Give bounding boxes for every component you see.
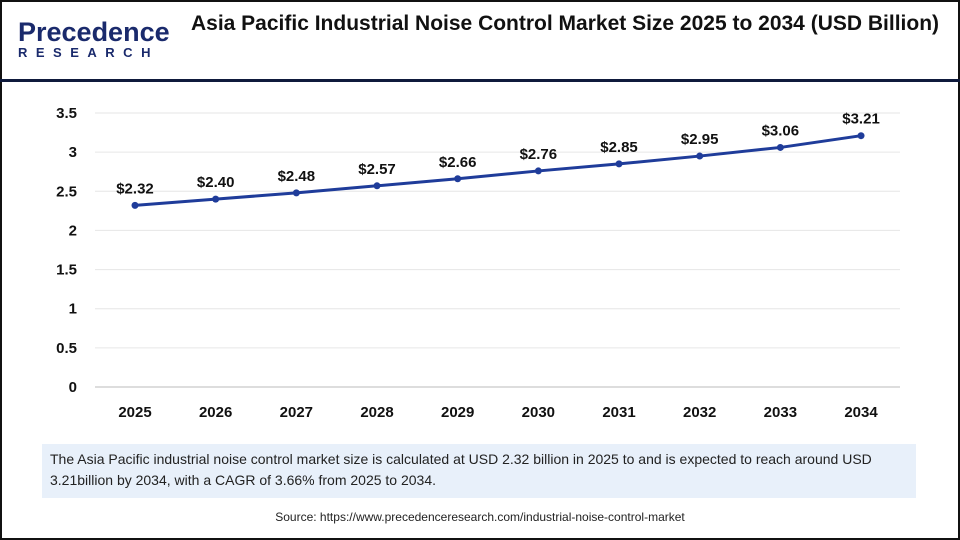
x-tick-label: 2034 <box>844 404 878 421</box>
x-tick-label: 2027 <box>280 404 313 421</box>
logo-line2: RESEARCH <box>18 45 159 60</box>
data-label: $2.85 <box>600 139 638 156</box>
data-point <box>292 189 300 197</box>
series-line <box>134 134 862 207</box>
data-label: $2.66 <box>439 154 477 171</box>
y-tick-label: 0.5 <box>56 340 77 357</box>
x-tick-label: 2031 <box>602 404 635 421</box>
data-point <box>776 143 784 151</box>
data-point <box>534 167 542 175</box>
y-tick-label: 1 <box>69 301 77 318</box>
data-point <box>131 201 139 209</box>
logo-line1: Precedence <box>18 17 170 47</box>
x-tick-label: 2029 <box>441 404 474 421</box>
y-tick-label: 3 <box>69 144 77 161</box>
data-point <box>857 132 865 140</box>
x-tick-label: 2026 <box>199 404 232 421</box>
y-tick-label: 0 <box>69 379 77 396</box>
chart-title: Asia Pacific Industrial Noise Control Ma… <box>190 12 940 35</box>
data-label: $2.48 <box>278 168 316 185</box>
data-point <box>373 182 381 190</box>
data-point <box>212 195 220 203</box>
y-tick-label: 1.5 <box>56 262 77 279</box>
x-tick-label: 2032 <box>683 404 716 421</box>
data-label: $3.21 <box>842 111 880 128</box>
data-label: $2.40 <box>197 174 235 191</box>
data-label: $2.95 <box>681 131 719 148</box>
header-divider <box>0 79 960 82</box>
y-tick-label: 2.5 <box>56 183 77 200</box>
data-point <box>615 160 623 168</box>
data-label: $2.76 <box>520 146 558 163</box>
data-label: $2.57 <box>358 161 396 178</box>
x-tick-label: 2030 <box>522 404 555 421</box>
summary-note: The Asia Pacific industrial noise contro… <box>42 444 916 498</box>
logo: Precedence RESEARCH <box>18 17 170 60</box>
data-point <box>454 175 462 183</box>
data-label: $3.06 <box>762 122 800 139</box>
x-tick-label: 2025 <box>118 404 151 421</box>
y-tick-label: 2 <box>69 222 77 239</box>
y-tick-label: 3.5 <box>56 105 77 122</box>
x-tick-label: 2028 <box>360 404 393 421</box>
data-label: $2.32 <box>116 180 154 197</box>
x-tick-label: 2033 <box>764 404 797 421</box>
data-point <box>696 152 704 160</box>
source-text: Source: https://www.precedenceresearch.c… <box>275 510 685 524</box>
